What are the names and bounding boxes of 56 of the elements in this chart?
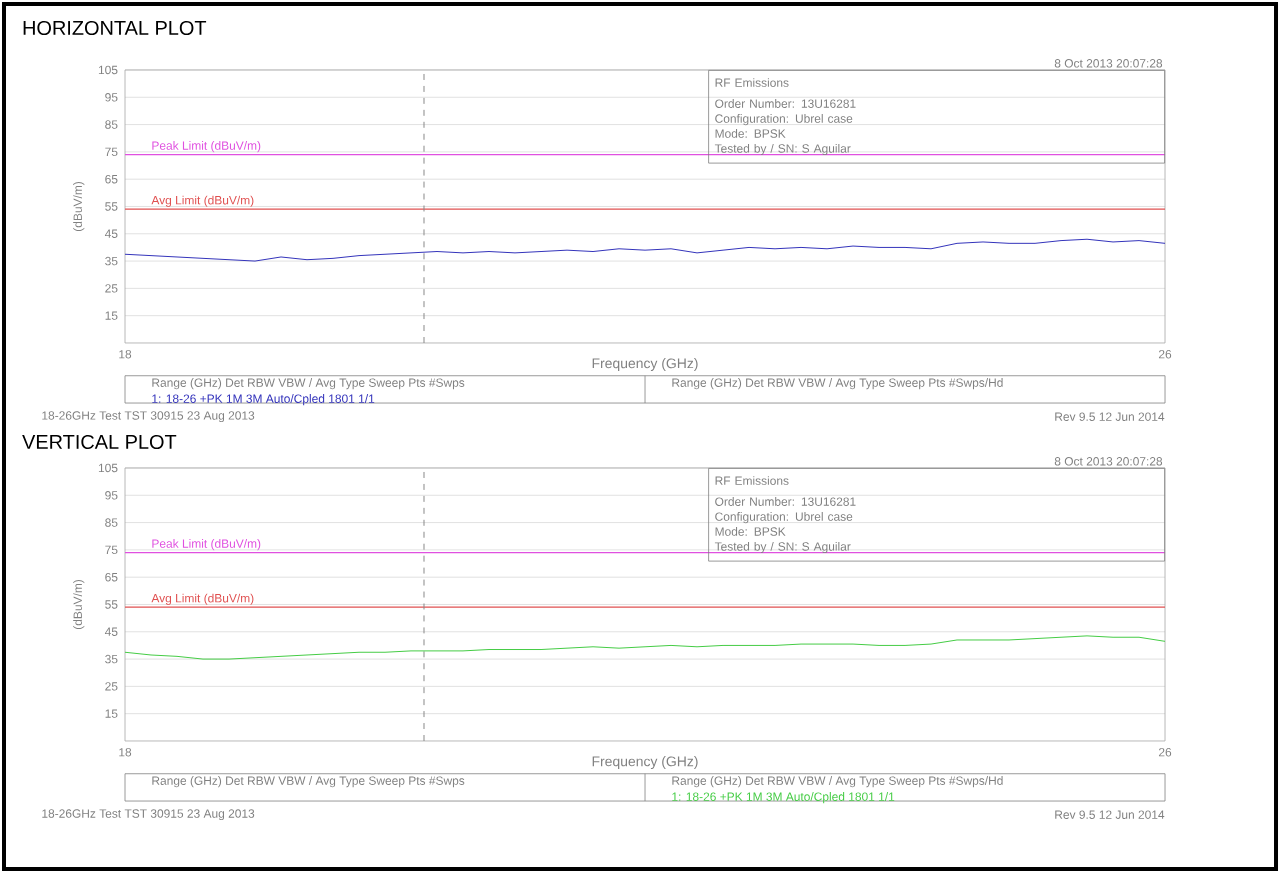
y-tick-label: 85 [105,120,118,129]
y-tick-label: 105 [98,463,118,473]
y-tick-label: 55 [105,600,118,609]
annotation: Order Number: 13U16281 [715,99,856,108]
y-tick-label: 65 [105,174,118,184]
ref-line-label: Peak Limit (dBuV/m) [152,539,261,551]
text: Rev 9.5 12 Jun 2014 [1055,810,1165,819]
ref-line-label: Avg Limit (dBuV/m) [151,195,254,207]
text: 1: 18-26 +PK 1M 3M Auto/Cpled 1801 1/1 [672,792,895,804]
text: 18-26GHz Test TST 30915 23 Aug 2013 [42,809,255,821]
text: 8 Oct 2013 20:07:28 [1054,457,1163,466]
y-tick-label: 75 [105,545,118,555]
annotation: Mode: BPSK [715,526,786,536]
y-tick-label: 45 [104,627,118,636]
y-tick-label: 95 [105,93,118,102]
y-axis-title: (dBuV/m) [73,181,85,231]
y-tick-label: 65 [105,572,118,582]
ref-line-label: Avg Limit (dBuV/m) [151,593,254,605]
annotation: Mode: BPSK [715,128,786,138]
x-tick-label: 26 [1158,748,1172,757]
x-tick-label: 18 [119,748,132,757]
y-axis-title: (dBuV/m) [73,579,85,629]
y-tick-label: 15 [105,311,118,320]
y-tick-label: 45 [104,229,118,238]
text: Range (GHz) Det RBW VBW / Avg Type Sweep Pts #Swps/Hd [672,776,1003,788]
x-axis-title: Frequency (GHz) [592,358,698,372]
text: 8 Oct 2013 20:07:28 [1054,59,1163,68]
chart-title: VERTICAL PLOT [22,434,177,449]
x-axis-title: Frequency (GHz) [592,756,698,770]
annotation: Order Number: 13U16281 [715,497,856,506]
y-tick-label: 15 [105,709,118,718]
y-tick-label: 55 [105,202,118,211]
annotation: RF Emissions [715,78,789,87]
ref-line-label: Peak Limit (dBuV/m) [152,141,261,153]
text: Range (GHz) Det RBW VBW / Avg Type Sweep Pts #Swps/Hd [672,378,1003,390]
y-tick-label: 25 [105,682,118,691]
text: 18-26GHz Test TST 30915 23 Aug 2013 [42,411,255,423]
y-tick-label: 95 [105,491,118,500]
x-tick-label: 18 [119,350,132,359]
text: Rev 9.5 12 Jun 2014 [1055,412,1165,421]
text: 1: 18-26 +PK 1M 3M Auto/Cpled 1801 1/1 [152,394,375,406]
annotation: Configuration: Ubrel case [715,114,853,126]
annotation: Tested by / SN: S Aguilar [714,541,851,554]
y-tick-label: 35 [105,256,118,266]
y-tick-label: 25 [105,284,118,293]
y-tick-label: 85 [105,518,118,527]
annotation: Configuration: Ubrel case [715,512,853,524]
y-tick-label: 35 [105,654,118,664]
text: Range (GHz) Det RBW VBW / Avg Type Sweep Pts #Swps [152,378,465,390]
y-tick-label: 75 [105,147,118,157]
annotation: Tested by / SN: S Aguilar [714,143,851,156]
text: Range (GHz) Det RBW VBW / Avg Type Sweep Pts #Swps [152,776,465,788]
x-tick-label: 26 [1158,350,1172,359]
annotation: RF Emissions [715,476,789,485]
y-tick-label: 105 [98,65,118,75]
chart-title: HORIZONTAL PLOT [23,20,207,35]
